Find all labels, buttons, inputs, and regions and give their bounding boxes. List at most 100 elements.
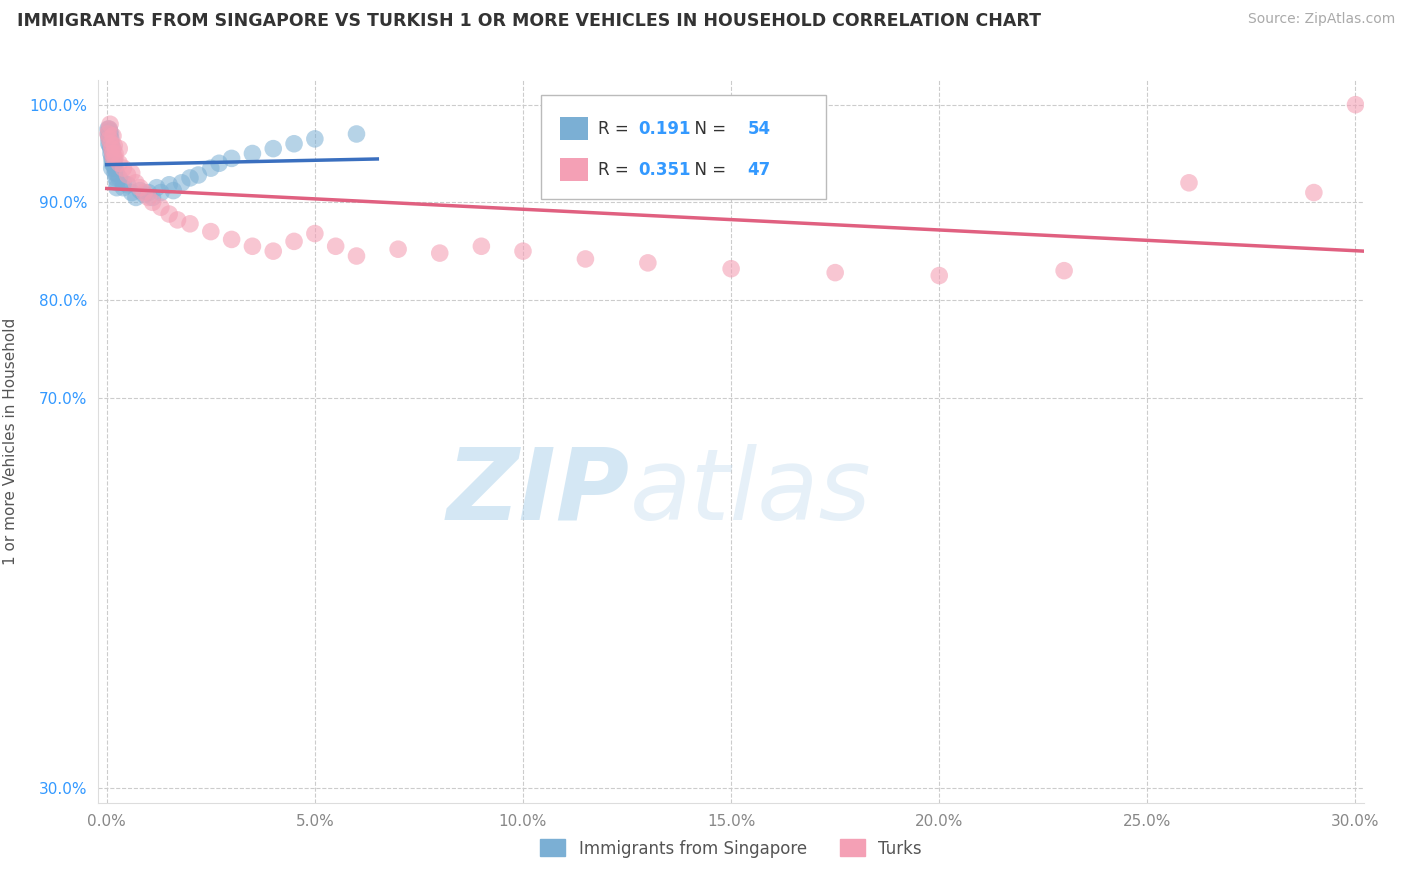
Point (574, 252, 596, 266)
Point (208, 156, 231, 170)
Point (104, 166, 127, 180)
Point (100, 146, 122, 161)
Point (98, 132, 121, 146)
Point (97, 136, 120, 151)
Point (101, 128, 124, 143)
Point (103, 152, 125, 166)
Point (103, 158, 125, 172)
Text: 0.351: 0.351 (638, 161, 692, 179)
Point (179, 217, 201, 231)
Point (242, 146, 264, 161)
Text: IMMIGRANTS FROM SINGAPORE VS TURKISH 1 OR MORE VEHICLES IN HOUSEHOLD CORRELATION: IMMIGRANTS FROM SINGAPORE VS TURKISH 1 O… (17, 12, 1040, 29)
Point (98, 132, 121, 146)
Point (283, 235, 305, 249)
Point (170, 176, 193, 190)
Point (129, 180, 152, 194)
Point (157, 178, 180, 192)
Point (104, 170, 127, 185)
Point (166, 213, 188, 227)
Point (121, 166, 143, 180)
Point (720, 261, 742, 276)
Point (98, 128, 121, 143)
Point (97, 122, 120, 136)
Point (101, 142, 124, 156)
Point (103, 153, 125, 168)
Point (105, 166, 128, 180)
Point (138, 186, 160, 200)
Point (104, 146, 127, 161)
Point (262, 142, 284, 156)
Point (101, 146, 124, 161)
Point (100, 152, 122, 166)
Point (129, 184, 152, 198)
Point (283, 136, 305, 151)
Point (101, 152, 124, 166)
Point (512, 244, 534, 259)
Point (157, 207, 180, 221)
Point (97, 127, 120, 141)
Point (100, 136, 122, 151)
Point (928, 268, 950, 283)
Point (108, 156, 131, 170)
Point (125, 176, 148, 190)
Text: atlas: atlas (630, 443, 872, 541)
Point (221, 152, 243, 166)
Point (112, 176, 135, 190)
Point (134, 187, 156, 202)
Text: R =: R = (599, 161, 634, 179)
Text: 0.191: 0.191 (638, 120, 692, 137)
Legend: Immigrants from Singapore, Turks: Immigrants from Singapore, Turks (534, 833, 928, 864)
Point (121, 186, 143, 200)
Text: 54: 54 (748, 120, 770, 137)
Point (824, 266, 846, 280)
Point (138, 190, 160, 204)
Point (108, 170, 131, 185)
Point (346, 127, 368, 141)
Point (100, 161, 122, 176)
Point (108, 142, 131, 156)
Point (100, 142, 122, 156)
Point (242, 239, 264, 253)
Text: R =: R = (599, 120, 634, 137)
Point (100, 136, 122, 151)
FancyBboxPatch shape (541, 95, 825, 200)
Point (200, 161, 222, 176)
Text: 47: 47 (748, 161, 770, 179)
Point (117, 178, 139, 192)
Point (179, 170, 201, 185)
Text: ZIP: ZIP (447, 443, 630, 541)
Point (103, 156, 125, 170)
Text: N =: N = (685, 120, 731, 137)
Point (134, 186, 156, 200)
Point (117, 168, 139, 182)
Point (429, 246, 451, 260)
Point (637, 256, 659, 270)
Point (104, 161, 127, 176)
Point (104, 152, 127, 166)
Point (105, 180, 128, 194)
Point (103, 138, 125, 153)
Point (200, 225, 222, 239)
Point (387, 242, 409, 256)
FancyBboxPatch shape (560, 117, 588, 140)
Point (101, 146, 124, 161)
Y-axis label: 1 or more Vehicles in Household: 1 or more Vehicles in Household (3, 318, 18, 566)
Point (98, 138, 121, 153)
Point (1302, 186, 1324, 200)
Point (97, 127, 120, 141)
Text: Source: ZipAtlas.com: Source: ZipAtlas.com (1247, 12, 1395, 26)
Point (346, 249, 368, 263)
Point (149, 200, 172, 214)
Point (221, 232, 243, 246)
Point (149, 186, 172, 200)
Point (141, 195, 163, 210)
Point (112, 180, 135, 194)
Point (97, 122, 120, 136)
FancyBboxPatch shape (560, 158, 588, 181)
Point (98, 124, 121, 138)
Point (141, 190, 163, 204)
Point (1344, 97, 1367, 112)
Point (101, 156, 124, 170)
Text: N =: N = (685, 161, 731, 179)
Point (1178, 176, 1201, 190)
